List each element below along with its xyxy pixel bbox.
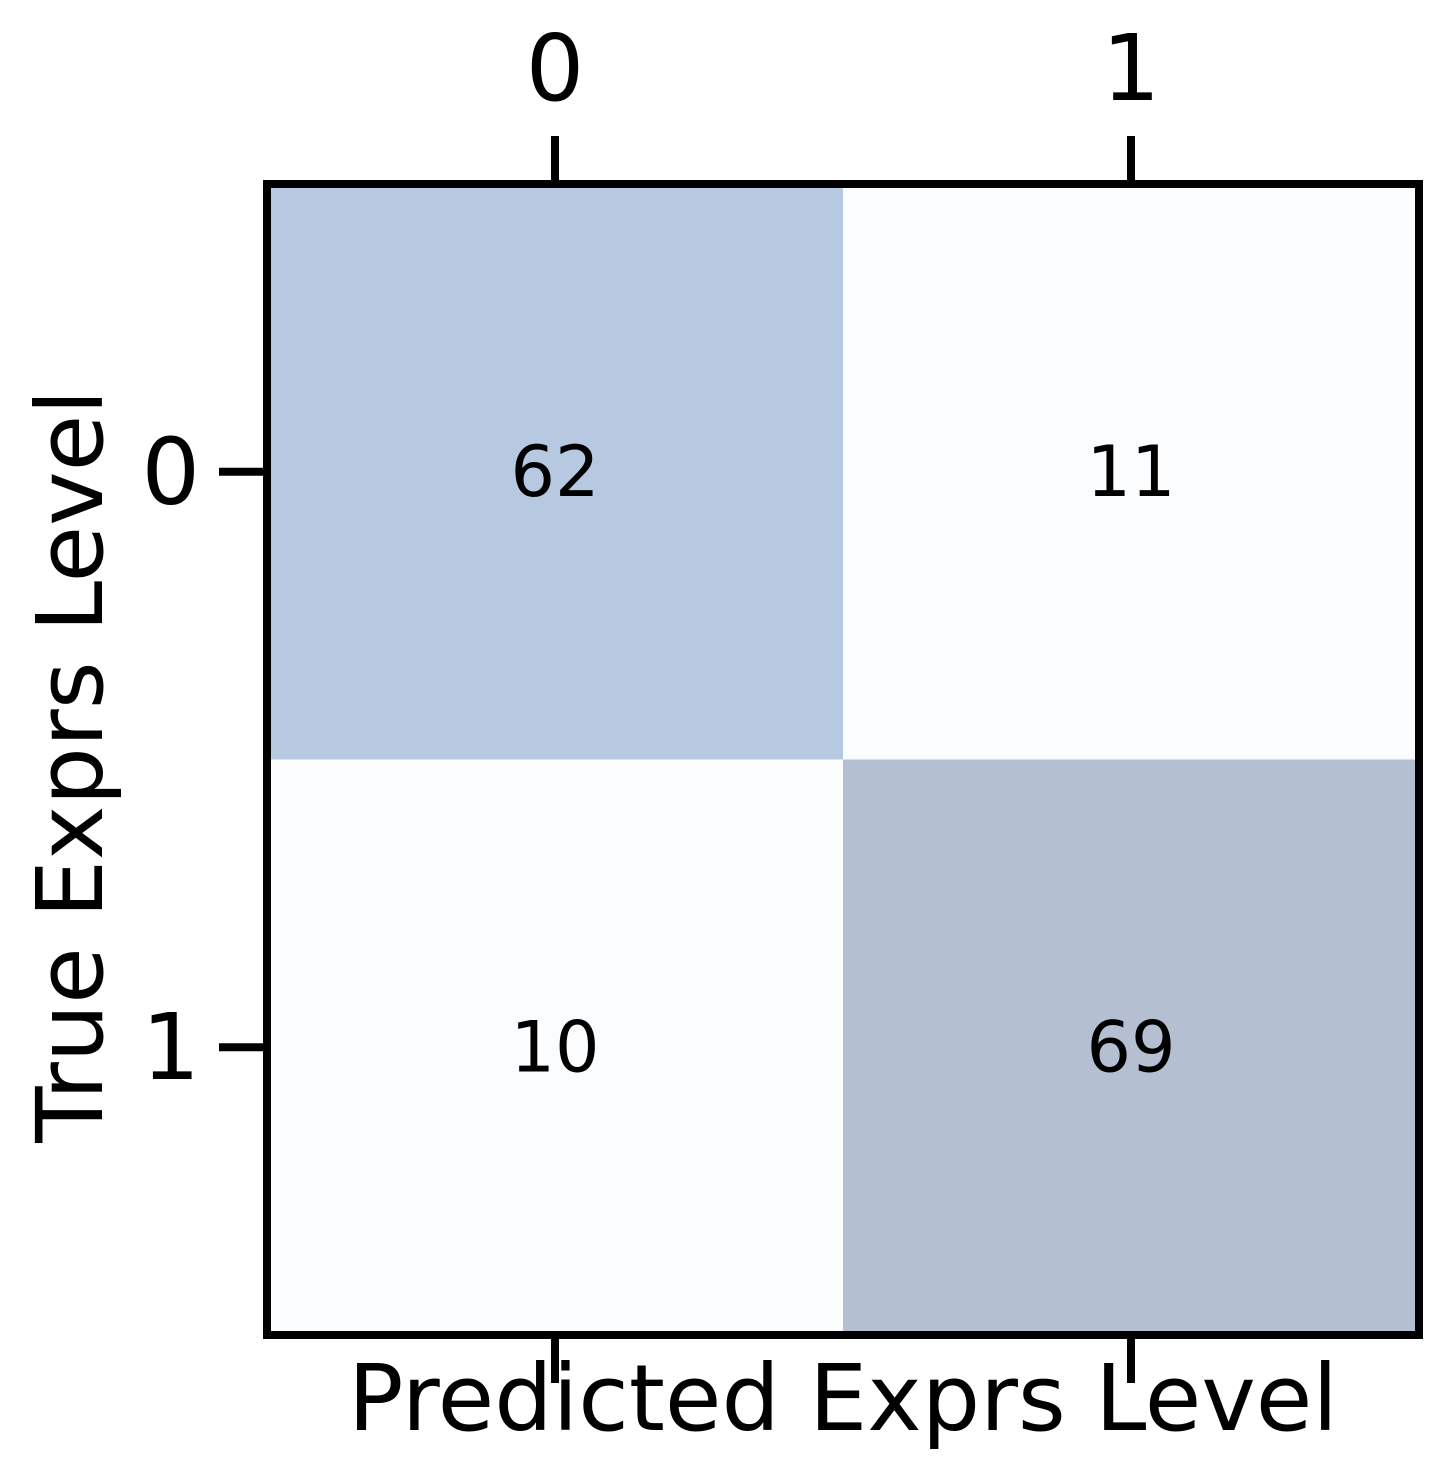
y-tick-label-1: 1: [141, 994, 200, 1101]
y-tick-label-0: 0: [141, 418, 200, 525]
cell-value-1-1: 69: [1086, 1006, 1175, 1088]
x-axis-label: Predicted Exprs Level: [348, 1345, 1338, 1452]
x-tick-label-0: 0: [526, 15, 585, 122]
heatmap-cells: [267, 184, 1419, 1335]
cell-value-labels: 62 11 10 69: [510, 431, 1175, 1089]
cell-value-0-1: 11: [1086, 431, 1175, 513]
heatmap-cell-1-0: [267, 759, 843, 1335]
axis-ticks: [219, 136, 1135, 1383]
heatmap-cell-1-1: [843, 759, 1419, 1335]
x-tick-label-1: 1: [1102, 15, 1161, 122]
cell-value-0-0: 62: [510, 431, 599, 513]
cell-value-1-0: 10: [510, 1006, 599, 1088]
plot-frame: [263, 180, 1423, 1339]
heatmap-cell-0-1: [843, 184, 1419, 760]
y-axis-label: True Exprs Level: [17, 389, 124, 1143]
heatmap-cell-0-0: [267, 184, 843, 760]
axis-tick-labels: 0 101: [141, 15, 1160, 1101]
